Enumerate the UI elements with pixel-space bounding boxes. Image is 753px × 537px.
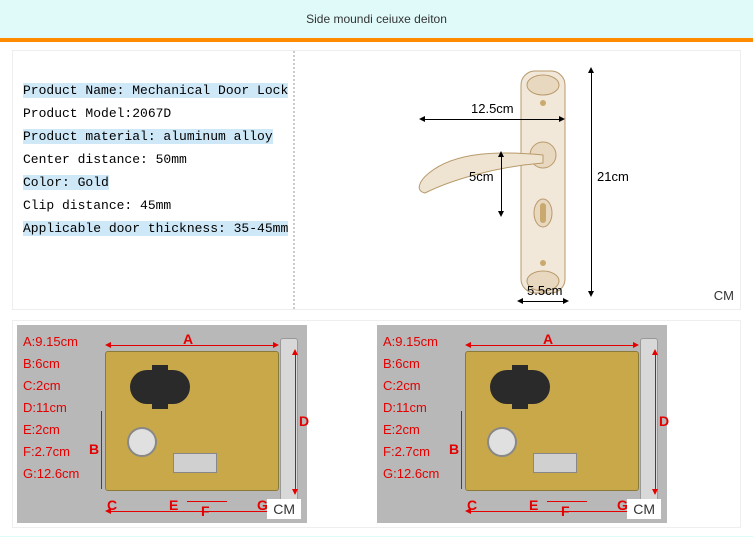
spec-text: Product Model:2067D	[23, 106, 171, 121]
red-letter: A	[543, 331, 553, 347]
red-letter: D	[299, 413, 309, 429]
red-letter: B	[449, 441, 459, 457]
bottom-row: A:9.15cm B:6cm C:2cm D:11cm E:2cm F:2.7c…	[12, 320, 741, 528]
arrow-icon	[498, 211, 504, 217]
dim-item: C:2cm	[23, 375, 79, 397]
dim-item: A:9.15cm	[383, 331, 439, 353]
dim-label: 21cm	[597, 169, 629, 184]
arrow-icon	[465, 508, 471, 514]
dim-item: B:6cm	[383, 353, 439, 375]
dim-line	[501, 155, 502, 213]
mortise-bg: A:9.15cm B:6cm C:2cm D:11cm E:2cm F:2.7c…	[17, 325, 307, 523]
header-divider	[0, 38, 753, 42]
arrow-icon	[559, 116, 565, 122]
dim-label: 12.5cm	[471, 101, 514, 116]
arrow-icon	[517, 298, 523, 304]
dim-line	[421, 119, 561, 120]
spec-text: Color: Gold	[23, 175, 109, 190]
arrow-icon	[273, 342, 279, 348]
spindle-hole-icon	[127, 427, 157, 457]
dim-label: 5cm	[469, 169, 494, 184]
header-title: Side moundi ceiuxe deiton	[306, 12, 447, 26]
spec-text: Product Name: Mechanical Door Lock	[23, 83, 288, 98]
header-band: Side moundi ceiuxe deiton	[0, 0, 753, 42]
dim-item: A:9.15cm	[23, 331, 79, 353]
red-dim-line	[461, 411, 462, 489]
unit-label: CM	[267, 499, 301, 519]
spec-text: Clip distance: 45mm	[23, 198, 171, 213]
dim-item: E:2cm	[383, 419, 439, 441]
latch-icon	[173, 453, 217, 473]
arrow-icon	[465, 342, 471, 348]
spindle-hole-icon	[487, 427, 517, 457]
red-letter: B	[89, 441, 99, 457]
spec-text: Product material: aluminum alloy	[23, 129, 273, 144]
dim-list: A:9.15cm B:6cm C:2cm D:11cm E:2cm F:2.7c…	[23, 331, 79, 485]
dim-item: G:12.6cm	[23, 463, 79, 485]
mortise-card: A:9.15cm B:6cm C:2cm D:11cm E:2cm F:2.7c…	[17, 325, 307, 523]
red-dim-line	[187, 501, 227, 502]
dim-label: 5.5cm	[527, 283, 562, 298]
red-letter: D	[659, 413, 669, 429]
arrow-icon	[105, 342, 111, 348]
handle-diagram: 12.5cm 5cm 21cm 5.5cm CM	[301, 51, 740, 309]
dim-item: F:2.7cm	[383, 441, 439, 463]
red-dim-line	[655, 353, 656, 491]
arrow-icon	[292, 489, 298, 495]
dim-item: D:11cm	[383, 397, 439, 419]
red-dim-line	[295, 353, 296, 491]
arrow-icon	[292, 349, 298, 355]
dim-item: D:11cm	[23, 397, 79, 419]
unit-label: CM	[627, 499, 661, 519]
spec-row: Applicable door thickness: 35-45mm	[23, 217, 283, 240]
arrow-icon	[419, 116, 425, 122]
latch-icon	[533, 453, 577, 473]
arrow-icon	[652, 489, 658, 495]
spec-row: Product Model:2067D	[23, 102, 283, 125]
spec-row: Center distance: 50mm	[23, 148, 283, 171]
keyhole-icon	[130, 370, 190, 404]
arrow-icon	[633, 342, 639, 348]
spec-row: Product Name: Mechanical Door Lock	[23, 79, 283, 102]
dim-item: B:6cm	[23, 353, 79, 375]
specs-panel: Product Name: Mechanical Door Lock Produ…	[13, 51, 295, 309]
arrow-icon	[563, 298, 569, 304]
dim-item: G:12.6cm	[383, 463, 439, 485]
mortise-card: A:9.15cm B:6cm C:2cm D:11cm E:2cm F:2.7c…	[377, 325, 667, 523]
dim-item: C:2cm	[383, 375, 439, 397]
red-dim-line	[101, 411, 102, 489]
red-dim-line	[547, 501, 587, 502]
main-container: Product Name: Mechanical Door Lock Produ…	[0, 42, 753, 536]
spec-row: Product material: aluminum alloy	[23, 125, 283, 148]
arrow-icon	[105, 508, 111, 514]
spec-text: Applicable door thickness: 35-45mm	[23, 221, 288, 236]
unit-label: CM	[714, 288, 734, 303]
dim-item: F:2.7cm	[23, 441, 79, 463]
top-row: Product Name: Mechanical Door Lock Produ…	[12, 50, 741, 310]
arrow-icon	[588, 67, 594, 73]
dim-list: A:9.15cm B:6cm C:2cm D:11cm E:2cm F:2.7c…	[383, 331, 439, 485]
mortise-bg: A:9.15cm B:6cm C:2cm D:11cm E:2cm F:2.7c…	[377, 325, 667, 523]
spec-text: Center distance: 50mm	[23, 152, 187, 167]
spec-row: Color: Gold	[23, 171, 283, 194]
keyhole-icon	[490, 370, 550, 404]
dim-line	[591, 71, 592, 293]
dim-line	[521, 301, 565, 302]
dim-item: E:2cm	[23, 419, 79, 441]
red-letter: A	[183, 331, 193, 347]
arrow-icon	[588, 291, 594, 297]
spec-row: Clip distance: 45mm	[23, 194, 283, 217]
arrow-icon	[652, 349, 658, 355]
arrow-icon	[498, 151, 504, 157]
